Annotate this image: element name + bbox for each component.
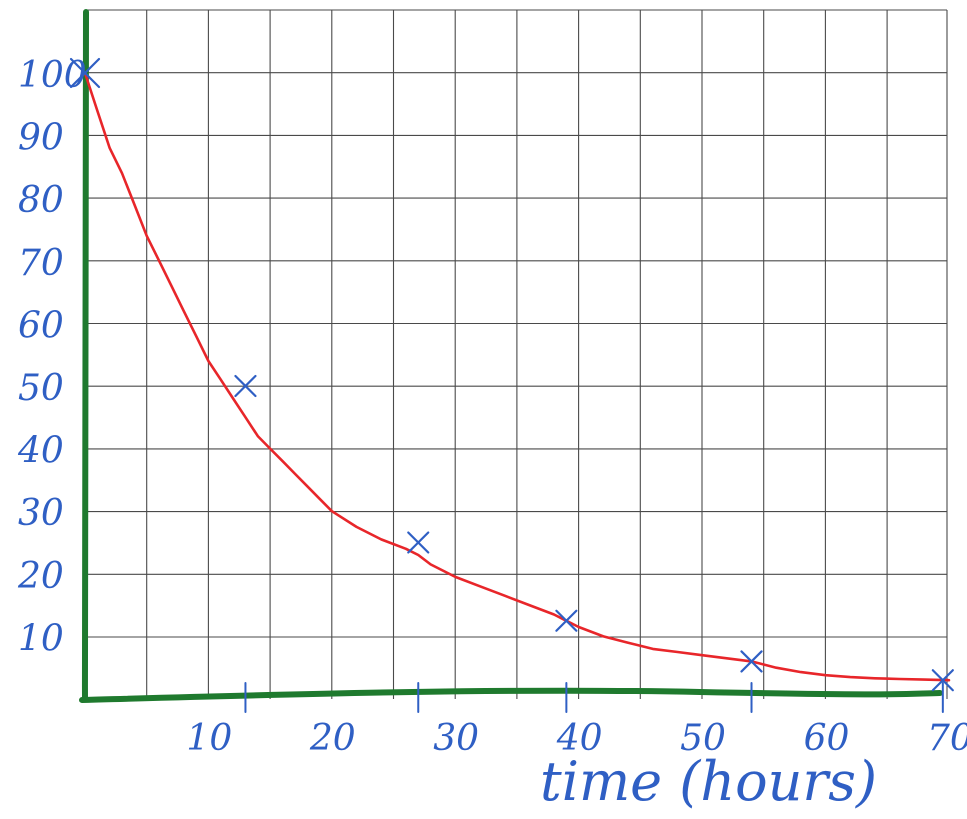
y-tick-label: 10 [18, 618, 64, 659]
data-point-marker [69, 57, 101, 89]
y-tick-label: 100 [18, 55, 87, 96]
grid [85, 9, 948, 699]
y-axis-line [81, 9, 89, 702]
decay-curve-layer [83, 71, 951, 682]
y-tick-label: 50 [18, 368, 64, 409]
y-tick-labels: 100 90 80 70 60 50 40 30 20 10 [17, 55, 87, 659]
data-point-marker [407, 531, 430, 554]
decay-curve [83, 71, 951, 682]
data-markers [69, 57, 954, 692]
x-axis-label: time (hours) [540, 750, 877, 813]
x-tick-label: 40 [556, 718, 603, 759]
y-tick-label: 90 [18, 118, 64, 159]
y-tick-label: 30 [18, 493, 64, 534]
data-point-marker [931, 669, 954, 692]
x-tick-label: 70 [927, 718, 967, 759]
x-tick-label: 50 [680, 718, 726, 759]
x-axis-line [79, 687, 943, 703]
x-tick-label: 20 [309, 718, 356, 759]
x-tick-labels: 10 20 30 40 50 60 70 [186, 718, 967, 759]
y-tick-label: 60 [18, 305, 64, 346]
data-point-marker [740, 650, 763, 673]
y-tick-label: 40 [17, 431, 64, 472]
x-tick-label: 10 [186, 718, 232, 759]
data-point-marker [555, 609, 578, 632]
x-tick-label: 60 [804, 718, 850, 759]
x-tick-label: 30 [433, 718, 479, 759]
data-point-marker [234, 374, 257, 398]
y-tick-label: 70 [18, 243, 64, 284]
axes [79, 9, 944, 713]
y-tick-label: 20 [17, 556, 64, 597]
y-tick-label: 80 [18, 180, 64, 221]
